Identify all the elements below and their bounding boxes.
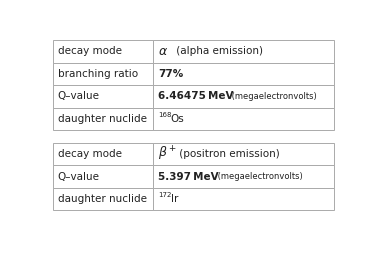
Bar bbox=[53, 188, 153, 210]
Text: decay mode: decay mode bbox=[57, 46, 121, 56]
Bar bbox=[53, 143, 153, 165]
Bar bbox=[153, 85, 334, 108]
Bar bbox=[53, 63, 153, 85]
Text: (alpha emission): (alpha emission) bbox=[173, 46, 263, 56]
Bar bbox=[53, 85, 153, 108]
Bar bbox=[153, 40, 334, 63]
Text: 172: 172 bbox=[158, 192, 172, 198]
Text: $\beta^+$: $\beta^+$ bbox=[158, 145, 177, 163]
Bar bbox=[53, 165, 153, 188]
Text: 168: 168 bbox=[158, 112, 172, 118]
Bar bbox=[153, 108, 334, 130]
Text: Q–value: Q–value bbox=[57, 171, 99, 182]
Text: Ir: Ir bbox=[170, 194, 178, 204]
Bar bbox=[153, 143, 334, 165]
Bar bbox=[153, 188, 334, 210]
Text: 5.397 MeV: 5.397 MeV bbox=[158, 171, 219, 182]
Text: 77%: 77% bbox=[158, 69, 183, 79]
Text: $\alpha$: $\alpha$ bbox=[158, 45, 168, 58]
Bar bbox=[153, 63, 334, 85]
Text: Os: Os bbox=[170, 114, 184, 124]
Bar bbox=[153, 165, 334, 188]
Bar bbox=[53, 40, 153, 63]
Text: (megaelectronvolts): (megaelectronvolts) bbox=[215, 172, 303, 181]
Bar bbox=[53, 108, 153, 130]
Text: 6.46475 MeV: 6.46475 MeV bbox=[158, 91, 234, 101]
Text: (megaelectronvolts): (megaelectronvolts) bbox=[229, 92, 317, 101]
Text: branching ratio: branching ratio bbox=[57, 69, 138, 79]
Text: decay mode: decay mode bbox=[57, 149, 121, 159]
Text: daughter nuclide: daughter nuclide bbox=[57, 194, 147, 204]
Text: Q–value: Q–value bbox=[57, 91, 99, 101]
Text: daughter nuclide: daughter nuclide bbox=[57, 114, 147, 124]
Text: (positron emission): (positron emission) bbox=[177, 149, 280, 159]
